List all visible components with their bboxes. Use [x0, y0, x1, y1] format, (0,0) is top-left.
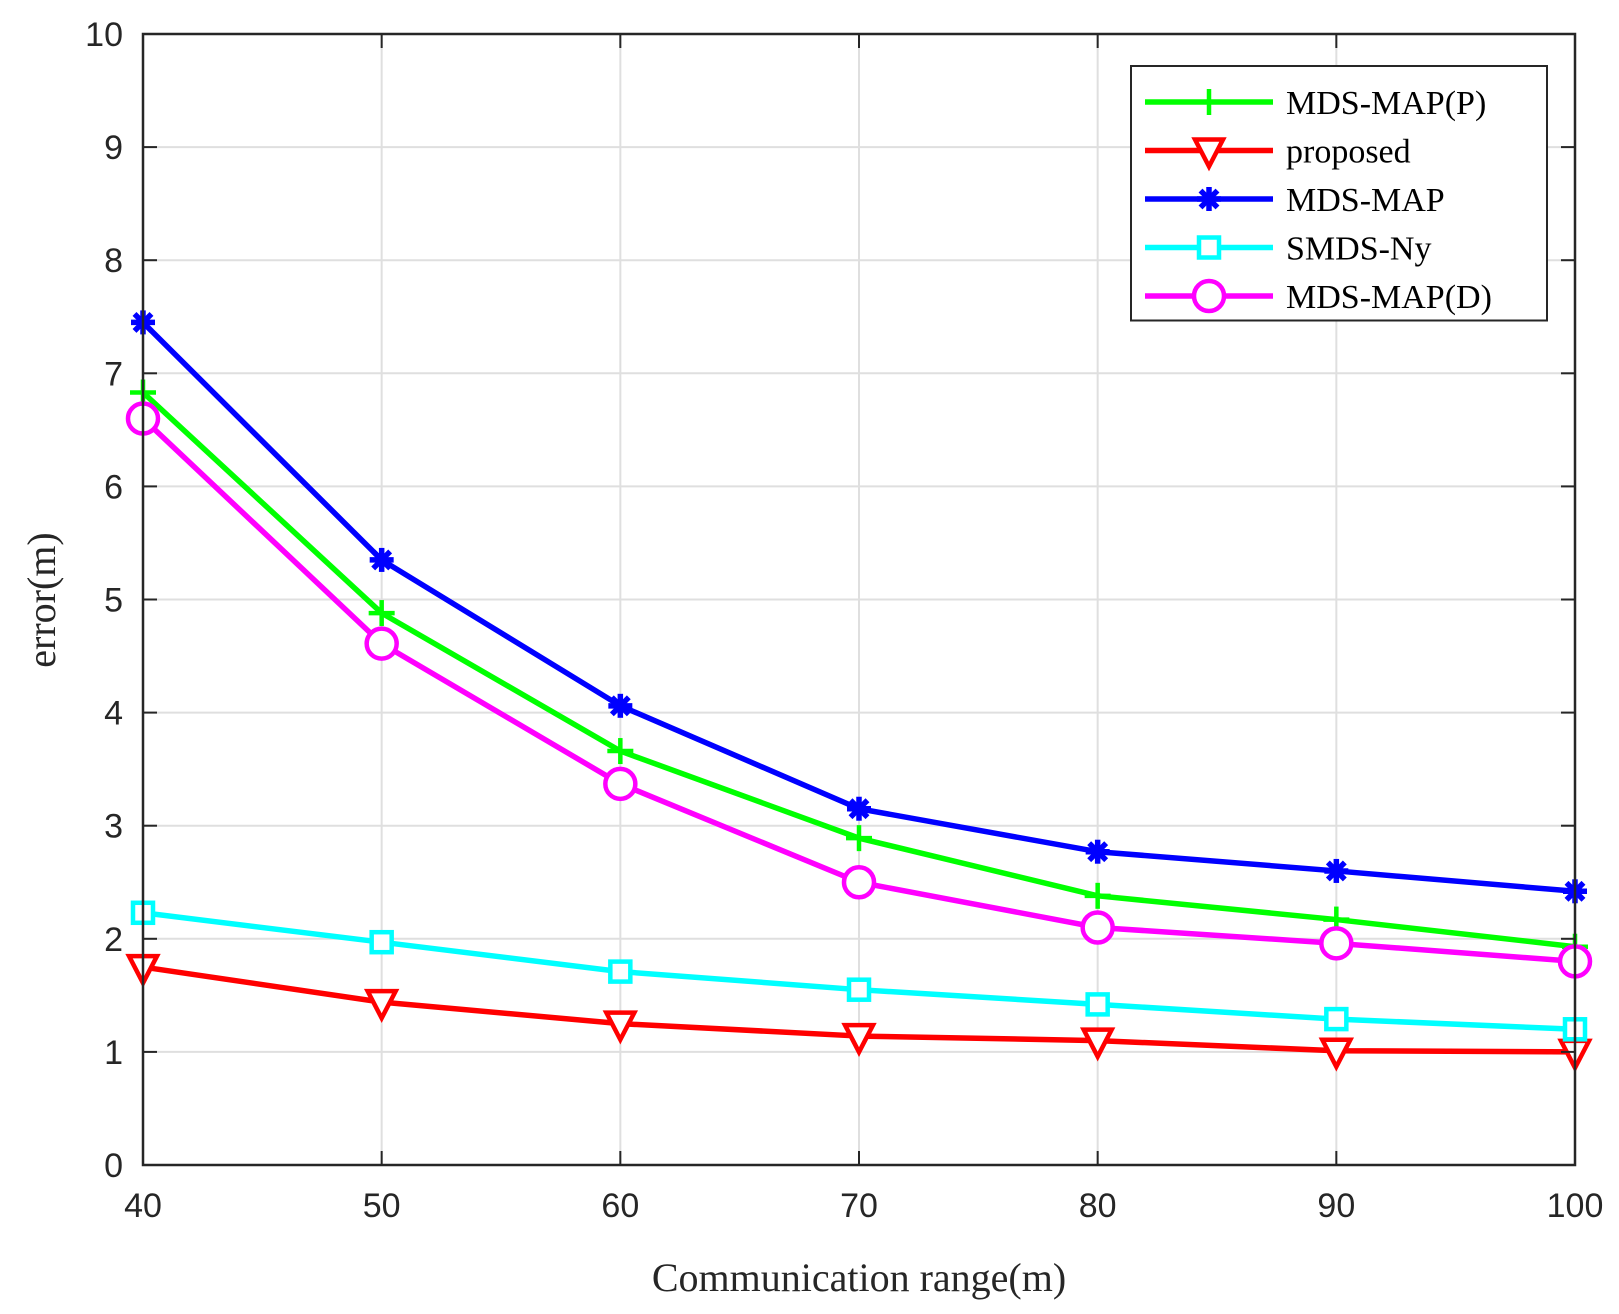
data-point — [1318, 1037, 1355, 1072]
series-mds-map — [131, 310, 1587, 904]
y-tick-label: 2 — [104, 921, 123, 959]
y-tick-label: 7 — [104, 355, 123, 393]
legend-label: SMDS-Ny — [1286, 231, 1431, 268]
data-point — [1079, 1027, 1116, 1062]
data-point — [1324, 858, 1349, 883]
legend-entry: MDS-MAP — [1145, 182, 1445, 219]
x-tick-label: 100 — [1547, 1187, 1604, 1225]
legend-label: MDS-MAP(P) — [1286, 85, 1486, 122]
data-point — [1084, 882, 1111, 909]
data-point — [841, 865, 877, 900]
legend-marker — [1196, 235, 1222, 260]
data-point — [1085, 992, 1110, 1017]
legend-entry: proposed — [1145, 134, 1411, 172]
data-point — [846, 825, 872, 852]
y-tick-label: 3 — [104, 808, 123, 846]
data-point — [369, 547, 394, 572]
legend-entry: MDS-MAP(D) — [1145, 278, 1492, 316]
y-tick-label: 1 — [104, 1034, 123, 1072]
data-point — [1324, 1006, 1349, 1032]
x-tick-label: 60 — [601, 1187, 639, 1225]
data-point — [1085, 839, 1110, 864]
data-point — [369, 929, 394, 955]
y-tick-label: 0 — [104, 1147, 123, 1185]
y-tick-label: 10 — [85, 16, 123, 54]
x-axis-title: Communication range(m) — [652, 1255, 1066, 1300]
legend-label: MDS-MAP — [1286, 182, 1445, 219]
legend-label: MDS-MAP(D) — [1286, 279, 1492, 316]
data-point — [603, 766, 638, 802]
y-axis-title: error(m) — [19, 532, 64, 667]
data-point — [608, 693, 633, 718]
x-tick-label: 70 — [840, 1187, 878, 1225]
y-tick-label: 5 — [104, 582, 123, 620]
data-point — [608, 959, 633, 984]
legend-entry: MDS-MAP(P) — [1145, 85, 1486, 122]
legend-entry: SMDS-Ny — [1145, 231, 1431, 268]
data-point — [841, 1022, 877, 1057]
data-point — [368, 600, 395, 627]
legend: MDS-MAP(P) proposed MDS-MAP SMDS-Ny MDS-MAP(… — [1130, 65, 1548, 322]
legend-marker — [1191, 137, 1227, 172]
data-point — [602, 1010, 639, 1045]
y-tick-label: 4 — [104, 695, 123, 733]
data-point — [363, 988, 400, 1024]
data-point — [1319, 926, 1354, 961]
data-point — [847, 796, 871, 821]
data-point — [607, 738, 634, 765]
x-tick-label: 40 — [124, 1187, 162, 1225]
series-proposed — [125, 953, 1593, 1073]
y-tick-label: 8 — [104, 242, 123, 280]
legend-label: proposed — [1286, 134, 1411, 171]
data-point — [846, 977, 872, 1002]
series-mds-map-p — [130, 379, 1588, 960]
data-point — [1080, 910, 1115, 945]
legend-marker — [1196, 89, 1222, 115]
legend-marker — [1197, 187, 1221, 211]
y-tick-label: 9 — [104, 129, 123, 167]
x-tick-label: 50 — [363, 1187, 401, 1225]
legend-marker — [1191, 278, 1227, 314]
x-tick-label: 80 — [1079, 1187, 1117, 1225]
data-point — [364, 626, 399, 661]
y-tick-label: 6 — [104, 468, 123, 506]
x-tick-label: 90 — [1317, 1187, 1355, 1225]
